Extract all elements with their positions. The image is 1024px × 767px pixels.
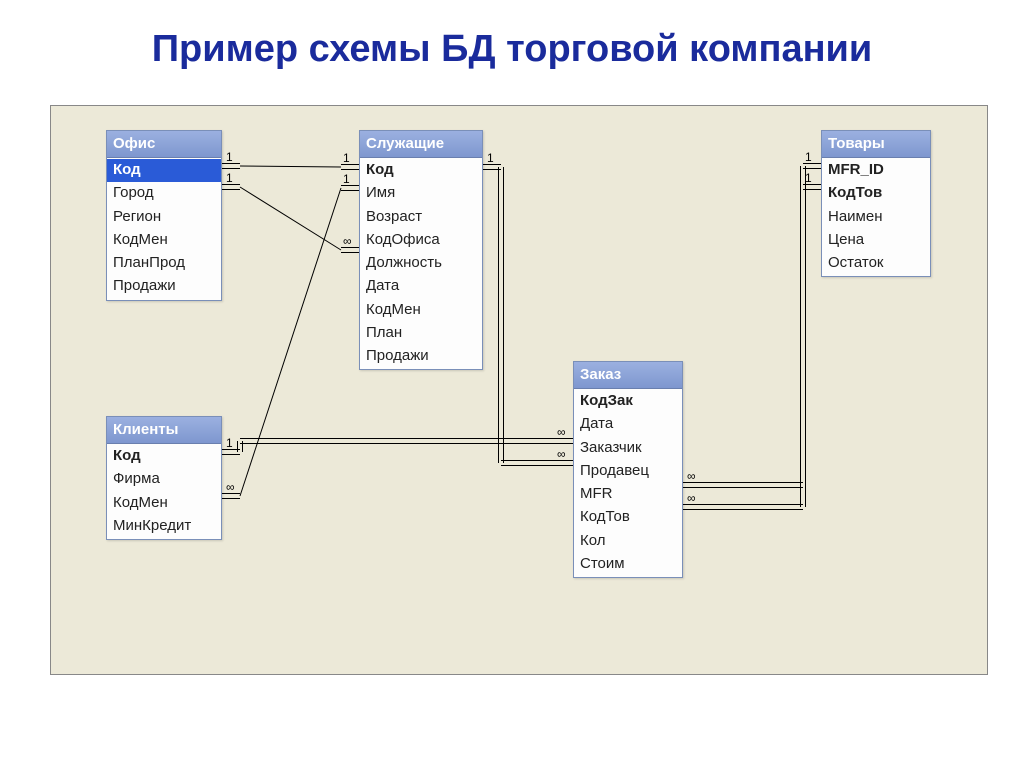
- db-table-office[interactable]: ОфисКодГородРегионКодМенПланПродПродажи: [106, 130, 222, 301]
- cardinality-label: 1: [226, 150, 233, 164]
- db-field[interactable]: КодТов: [822, 182, 930, 205]
- cardinality-label: 1: [805, 150, 812, 164]
- db-field[interactable]: КодОфиса: [360, 229, 482, 252]
- db-field[interactable]: Код: [360, 159, 482, 182]
- cardinality-label: ∞: [687, 469, 696, 483]
- db-field[interactable]: КодЗак: [574, 390, 682, 413]
- db-field[interactable]: Продавец: [574, 460, 682, 483]
- db-field[interactable]: Продажи: [360, 345, 482, 368]
- cardinality-label: ∞: [557, 447, 566, 461]
- db-field[interactable]: Код: [107, 445, 221, 468]
- db-field[interactable]: КодМен: [360, 299, 482, 322]
- db-field-list: КодЗакДатаЗаказчикПродавецMFRКодТовКолСт…: [574, 389, 682, 577]
- diagram-canvas: ОфисКодГородРегионКодМенПланПродПродажиС…: [50, 105, 988, 675]
- db-field[interactable]: Фирма: [107, 468, 221, 491]
- db-field[interactable]: План: [360, 322, 482, 345]
- db-field[interactable]: Цена: [822, 229, 930, 252]
- db-table-header[interactable]: Клиенты: [107, 417, 221, 444]
- db-field[interactable]: Продажи: [107, 275, 221, 298]
- db-field-list: КодФирмаКодМенМинКредит: [107, 444, 221, 539]
- db-table-header[interactable]: Товары: [822, 131, 930, 158]
- db-table-clients[interactable]: КлиентыКодФирмаКодМенМинКредит: [106, 416, 222, 540]
- db-table-header[interactable]: Служащие: [360, 131, 482, 158]
- db-field[interactable]: Должность: [360, 252, 482, 275]
- db-table-products[interactable]: ТоварыMFR_IDКодТовНаименЦенаОстаток: [821, 130, 931, 277]
- db-field[interactable]: Дата: [574, 413, 682, 436]
- db-field[interactable]: Дата: [360, 275, 482, 298]
- db-field[interactable]: Наимен: [822, 206, 930, 229]
- db-field[interactable]: КодМен: [107, 229, 221, 252]
- cardinality-label: ∞: [557, 425, 566, 439]
- cardinality-label: 1: [487, 151, 494, 165]
- db-table-order[interactable]: ЗаказКодЗакДатаЗаказчикПродавецMFRКодТов…: [573, 361, 683, 578]
- db-field[interactable]: Кол: [574, 530, 682, 553]
- db-field-list: КодИмяВозрастКодОфисаДолжностьДатаКодМен…: [360, 158, 482, 369]
- db-field[interactable]: КодМен: [107, 492, 221, 515]
- cardinality-label: ∞: [226, 480, 235, 494]
- db-table-header[interactable]: Заказ: [574, 362, 682, 389]
- db-field[interactable]: Регион: [107, 206, 221, 229]
- db-field-list: MFR_IDКодТовНаименЦенаОстаток: [822, 158, 930, 276]
- db-table-header[interactable]: Офис: [107, 131, 221, 158]
- db-field[interactable]: Код: [107, 159, 221, 182]
- db-field[interactable]: ПланПрод: [107, 252, 221, 275]
- db-field[interactable]: MFR: [574, 483, 682, 506]
- db-field-list: КодГородРегионКодМенПланПродПродажи: [107, 158, 221, 300]
- cardinality-label: 1: [805, 171, 812, 185]
- db-field[interactable]: Имя: [360, 182, 482, 205]
- db-field[interactable]: Город: [107, 182, 221, 205]
- page-title: Пример схемы БД торговой компании: [0, 0, 1024, 89]
- cardinality-label: 1: [343, 151, 350, 165]
- cardinality-label: 1: [226, 171, 233, 185]
- db-table-employees[interactable]: СлужащиеКодИмяВозрастКодОфисаДолжностьДа…: [359, 130, 483, 370]
- db-field[interactable]: Возраст: [360, 206, 482, 229]
- db-field[interactable]: Остаток: [822, 252, 930, 275]
- db-field[interactable]: MFR_ID: [822, 159, 930, 182]
- db-field[interactable]: Стоим: [574, 553, 682, 576]
- db-field[interactable]: Заказчик: [574, 437, 682, 460]
- db-field[interactable]: МинКредит: [107, 515, 221, 538]
- cardinality-label: ∞: [687, 491, 696, 505]
- cardinality-label: 1: [226, 436, 233, 450]
- cardinality-label: 1: [343, 172, 350, 186]
- db-field[interactable]: КодТов: [574, 506, 682, 529]
- cardinality-label: ∞: [343, 234, 352, 248]
